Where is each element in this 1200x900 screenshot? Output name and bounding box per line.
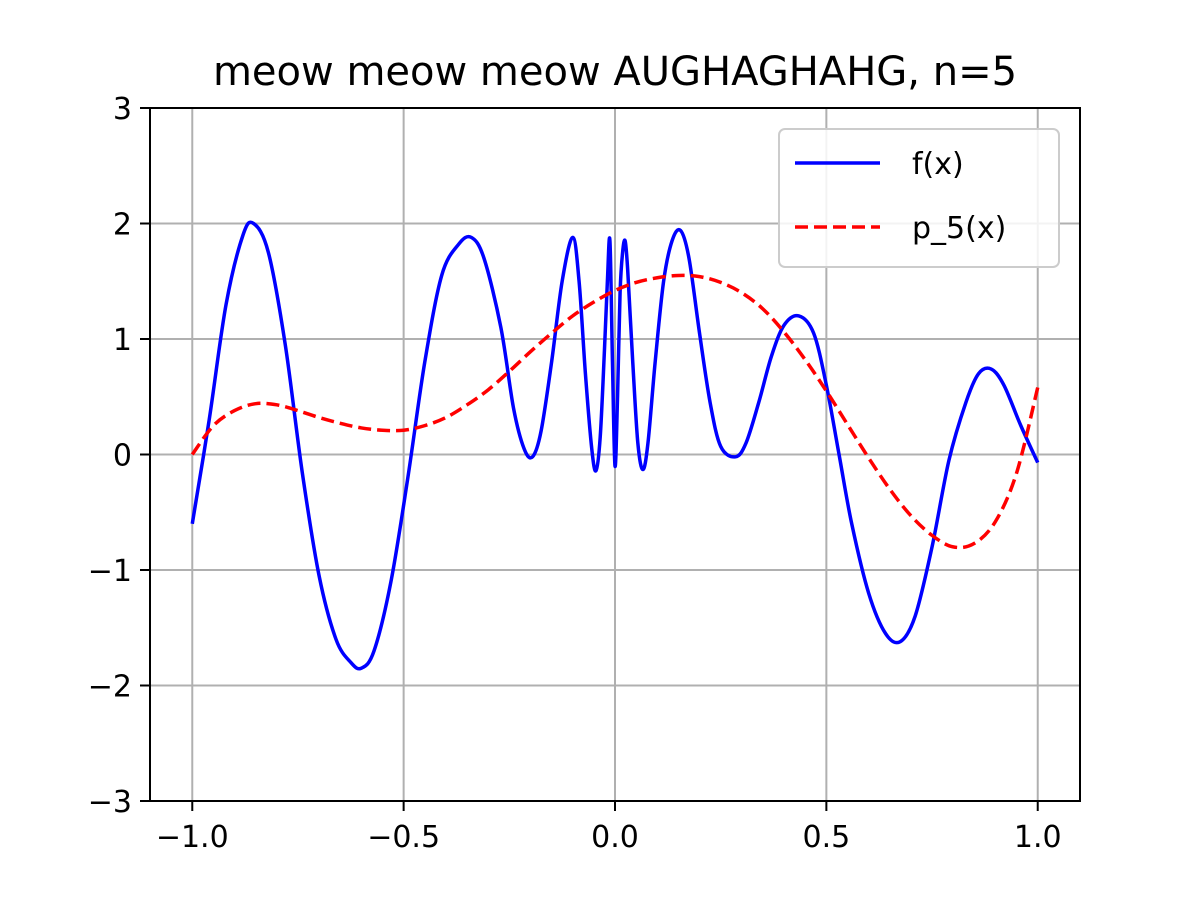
legend-label-f: f(x) [912, 147, 964, 182]
y-tick-label: 3 [113, 92, 132, 127]
y-tick-label: 1 [113, 323, 132, 358]
legend: f(x) p_5(x) [778, 128, 1060, 268]
series-line-f [190, 220, 1040, 671]
y-axis: −3 −2 −1 0 1 2 3 [88, 92, 150, 820]
y-tick-label: −3 [88, 785, 132, 820]
x-tick-label: 1.0 [1014, 820, 1062, 855]
y-tick-label: 2 [113, 208, 132, 243]
x-tick-label: −1.0 [156, 820, 229, 855]
x-tick-label: 0.5 [803, 820, 851, 855]
x-axis: −1.0 −0.5 0.0 0.5 1.0 [156, 801, 1062, 855]
legend-label-p5: p_5(x) [912, 211, 1006, 246]
series-layer [190, 220, 1040, 671]
x-tick-label: 0.0 [591, 820, 639, 855]
y-tick-label: −2 [88, 670, 132, 705]
y-tick-label: −1 [88, 554, 132, 589]
chart-title: meow meow meow AUGHAGHAHG, n=5 [213, 49, 1017, 95]
x-tick-label: −0.5 [367, 820, 440, 855]
y-tick-label: 0 [113, 439, 132, 474]
